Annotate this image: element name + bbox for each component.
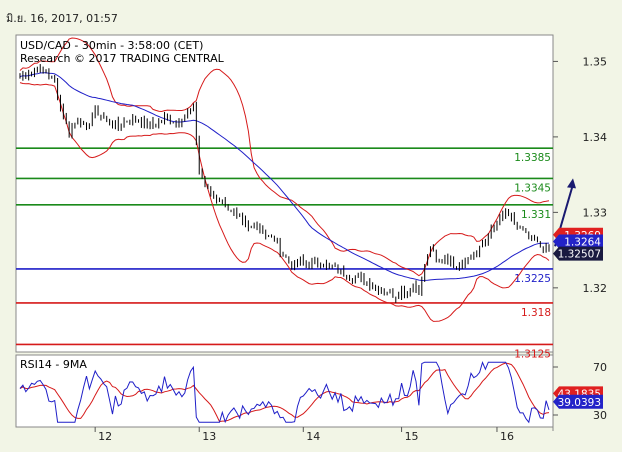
x-tick-label: 16: [500, 430, 514, 443]
price-tag-label: 1.32507: [558, 249, 601, 261]
chart-title: USD/CAD - 30min - 3:58:00 (CET): [20, 39, 203, 52]
bollinger-lower: [19, 82, 550, 322]
level-label: 1.3385: [514, 152, 551, 164]
y-tick-label: 1.34: [583, 131, 608, 144]
rsi-ma-line: [19, 362, 550, 423]
price-tag-label: 1.3264: [564, 237, 601, 249]
y-tick-label: 1.32: [583, 282, 608, 295]
moving-average: [19, 72, 550, 282]
rsi-line: [19, 361, 550, 424]
y-tick-label: 1.35: [583, 55, 608, 68]
y-tick-label: 1.33: [583, 206, 608, 219]
x-tick-label: 15: [405, 430, 419, 443]
rsi-tick-label: 70: [593, 361, 607, 374]
indicator-panel: [15, 354, 554, 428]
rsi-tag-label: 39.0393: [558, 397, 601, 409]
level-label: 1.331: [521, 209, 551, 221]
datestamp: มิ.ย. 16, 2017, 01:57: [6, 12, 118, 25]
price-tag: [553, 246, 603, 261]
rsi-tag: [553, 394, 603, 409]
chart-subtitle: Research © 2017 TRADING CENTRAL: [20, 52, 225, 65]
x-tick-label: 13: [202, 430, 216, 443]
target-arrow-head: [567, 178, 576, 189]
level-label: 1.3225: [514, 273, 551, 285]
level-label: 1.318: [521, 307, 551, 319]
x-tick-label: 12: [98, 430, 112, 443]
x-tick-label: 14: [306, 430, 320, 443]
indicator-title: RSI14 - 9MA: [20, 358, 87, 371]
rsi-tick-label: 30: [593, 409, 607, 422]
price-tag: [553, 234, 603, 249]
bollinger-upper: [19, 37, 550, 277]
level-label: 1.3125: [514, 348, 551, 360]
level-label: 1.3345: [514, 182, 551, 194]
